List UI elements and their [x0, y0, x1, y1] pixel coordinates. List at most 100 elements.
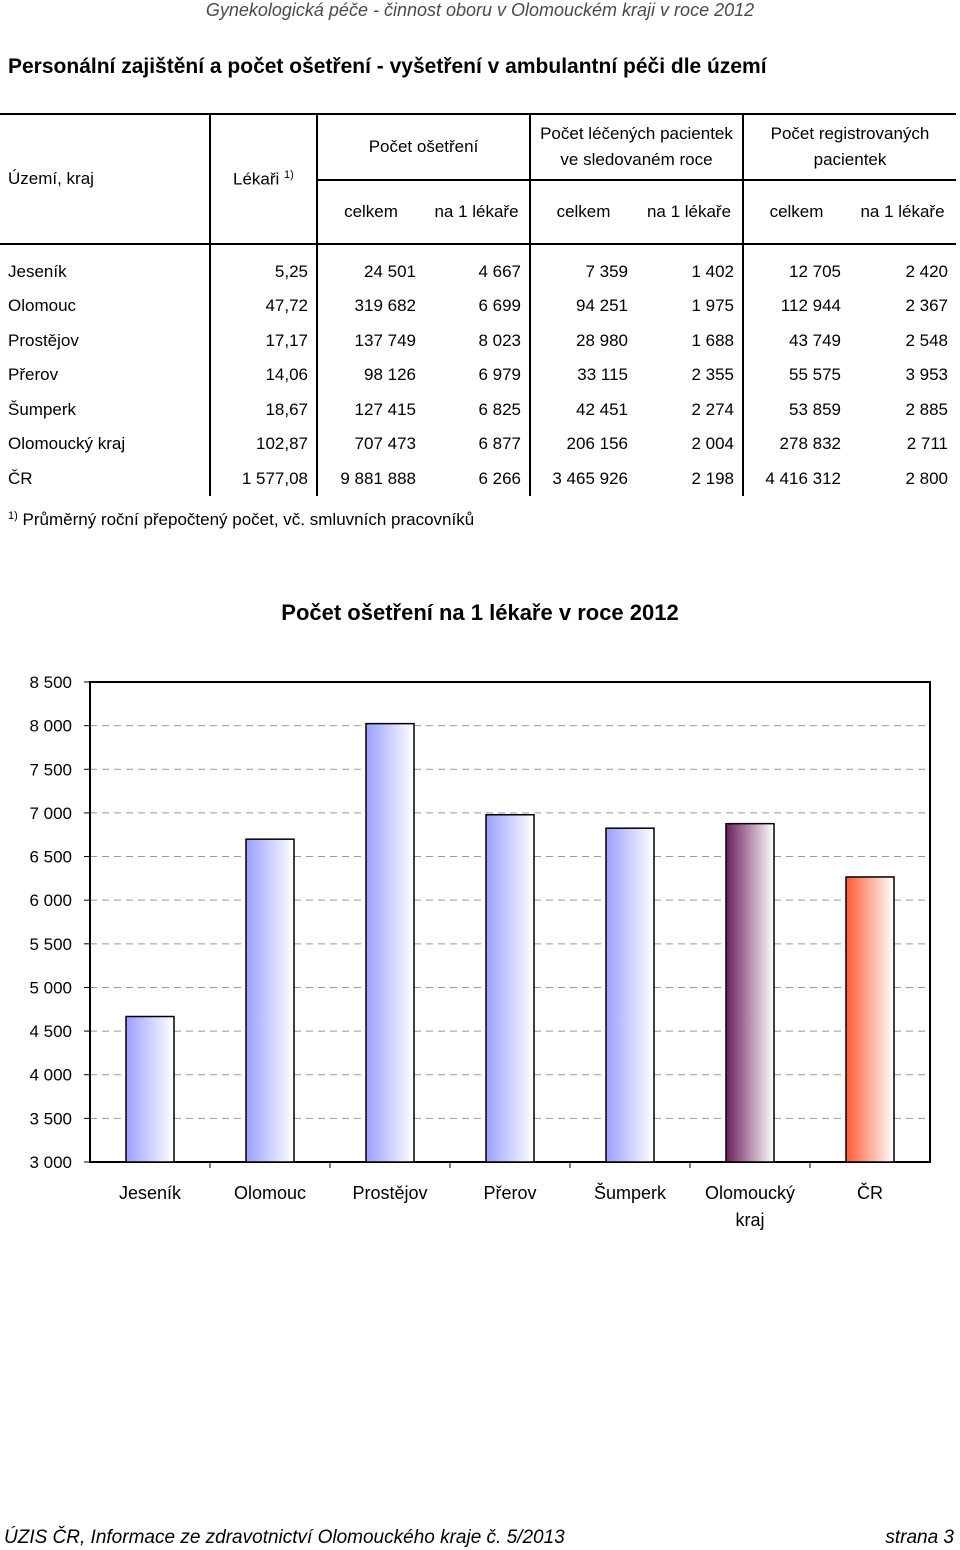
table-row: Jeseník 5,25 24 501 4 667 7 359 1 402 12 705 2 …: [0, 244, 956, 289]
cell-name: Olomoucký kraj: [8, 434, 126, 454]
cell-doctors: 47,72: [209, 289, 317, 324]
cell-ot-per: 6 877: [478, 434, 521, 454]
cell-ot-per: 6 825: [478, 399, 521, 419]
table-row: Přerov 14,06 98 126 6 979 33 115 2 355 55 575 3…: [0, 358, 956, 393]
header-group-registered-patients: Počet registrovaných pacientek: [742, 113, 956, 180]
header-doctors: Lékaři 1): [209, 113, 317, 245]
cell-pt-per: 1 688: [691, 330, 734, 350]
footnote-text: Průměrný roční přepočtený počet, vč. sml…: [22, 510, 475, 529]
x-tick-label: kraj: [735, 1210, 764, 1230]
header-doctors-label: Lékaři: [233, 169, 280, 189]
bar: [245, 838, 295, 1163]
cell-pt-total: 94 251: [529, 289, 636, 324]
cell-reg-total: 53 859: [742, 392, 849, 427]
header-treated-per-doctor: na 1 lékaře: [636, 179, 743, 245]
cell-name: Jeseník: [8, 262, 67, 281]
cell-reg-per: 3 953: [905, 365, 948, 385]
table-row: Prostějov 17,17 137 749 8 023 28 980 1 688 43 …: [0, 323, 956, 358]
header-treated-total: celkem: [529, 179, 636, 245]
header-registered-total: celkem: [742, 179, 849, 245]
cell-pt-total: 28 980: [529, 323, 636, 358]
document-title: Personální zajištění a počet ošetření - …: [8, 55, 767, 78]
y-tick-label: 8 000: [29, 717, 72, 736]
cell-reg-per: 2 548: [905, 330, 948, 350]
header-group-treatments: Počet ošetření: [316, 113, 530, 180]
cell-reg-per: 2 885: [905, 399, 948, 419]
cell-ot-total: 9 881 888: [316, 461, 424, 496]
footer-page-number: strana 3: [885, 1527, 954, 1548]
x-tick-label: Olomouc: [234, 1183, 306, 1203]
cell-name: Prostějov: [8, 330, 79, 350]
cell-ot-per: 6 979: [478, 365, 521, 385]
cell-reg-total: 112 944: [742, 289, 849, 324]
chart-title: Počet ošetření na 1 lékaře v roce 2012: [281, 600, 679, 625]
table-row: Olomoucký kraj 102,87 707 473 6 877 206 156 2…: [0, 427, 956, 462]
cell-doctors: 17,17: [209, 323, 317, 358]
footnote-mark: 1): [8, 510, 18, 522]
footer-source: ÚZIS ČR, Informace ze zdravotnictví Olom…: [4, 1527, 565, 1548]
header-group-treated-patients: Počet léčených pacientek ve sledovaném r…: [529, 113, 743, 180]
cell-ot-total: 127 415: [316, 392, 424, 427]
cell-reg-total: 55 575: [742, 358, 849, 393]
table-row: Šumperk 18,67 127 415 6 825 42 451 2 274 53 85…: [0, 392, 956, 427]
bar: [485, 813, 535, 1163]
bar: [845, 876, 895, 1163]
cell-reg-per: 2 367: [905, 296, 948, 316]
bar-chart: 3 000 3 500 4 000 4 500 5 000 5 500 6 000 6 500…: [29, 673, 931, 1230]
bar: [605, 827, 655, 1163]
cell-name: Šumperk: [8, 399, 77, 419]
y-tick-label: 4 500: [29, 1022, 72, 1041]
table-row: ČR 1 577,08 9 881 888 6 266 3 465 926 2 198 4 …: [0, 461, 956, 496]
bar: [125, 1015, 175, 1163]
cell-name: Přerov: [8, 365, 59, 385]
cell-reg-total: 43 749: [742, 323, 849, 358]
footnote: 1) Průměrný roční přepočtený počet, vč. …: [8, 510, 474, 530]
cell-reg-total: 12 705: [742, 244, 849, 289]
cell-pt-per: 2 198: [691, 468, 734, 488]
y-tick-label: 7 500: [29, 760, 72, 779]
cell-pt-per: 1 402: [691, 262, 734, 281]
cell-pt-total: 206 156: [529, 427, 636, 462]
x-tick-label: Jeseník: [119, 1183, 182, 1203]
cell-pt-per: 2 355: [691, 365, 734, 385]
x-tick-label: Prostějov: [352, 1183, 427, 1203]
y-tick-label: 5 500: [29, 935, 72, 954]
header-treatments-per-doctor: na 1 lékaře: [424, 179, 530, 245]
cell-reg-per: 2 420: [905, 262, 948, 281]
y-tick-label: 3 500: [29, 1109, 72, 1128]
cell-ot-total: 98 126: [316, 358, 424, 393]
cell-ot-per: 6 699: [478, 296, 521, 316]
x-tick-label: ČR: [857, 1182, 883, 1203]
cell-ot-total: 24 501: [316, 244, 424, 289]
y-tick-label: 4 000: [29, 1066, 72, 1085]
cell-ot-per: 6 266: [478, 468, 521, 488]
running-header: Gynekologická péče - činnost oboru v Olo…: [205, 0, 755, 20]
cell-pt-per: 2 274: [691, 399, 734, 419]
y-tick-label: 8 500: [29, 673, 72, 692]
header-doctors-note: 1): [284, 168, 294, 181]
header-treatments-total: celkem: [316, 179, 424, 245]
cell-name: Olomouc: [8, 296, 77, 316]
cell-name: ČR: [8, 468, 33, 488]
staffing-table-container: Území, kraj Lékaři 1) Počet ošetření Poč…: [0, 113, 956, 496]
cell-doctors: 1 577,08: [209, 461, 317, 496]
y-tick-label: 5 000: [29, 978, 72, 997]
cell-reg-total: 4 416 312: [742, 461, 849, 496]
header-territory: Území, kraj: [0, 113, 210, 245]
x-tick-label: Olomoucký: [705, 1183, 795, 1203]
cell-doctors: 14,06: [209, 358, 317, 393]
bar: [725, 822, 775, 1163]
cell-pt-total: 3 465 926: [529, 461, 636, 496]
bar: [365, 722, 415, 1163]
cell-ot-per: 4 667: [478, 262, 521, 281]
cell-doctors: 102,87: [209, 427, 317, 462]
cell-reg-per: 2 800: [905, 468, 948, 488]
cell-ot-total: 137 749: [316, 323, 424, 358]
y-tick-label: 6 000: [29, 891, 72, 910]
cell-reg-per: 2 711: [906, 434, 948, 454]
table-row: Olomouc 47,72 319 682 6 699 94 251 1 975 112 9…: [0, 289, 956, 324]
cell-pt-total: 33 115: [529, 358, 636, 393]
cell-pt-total: 42 451: [529, 392, 636, 427]
cell-reg-total: 278 832: [742, 427, 849, 462]
cell-ot-total: 707 473: [316, 427, 424, 462]
